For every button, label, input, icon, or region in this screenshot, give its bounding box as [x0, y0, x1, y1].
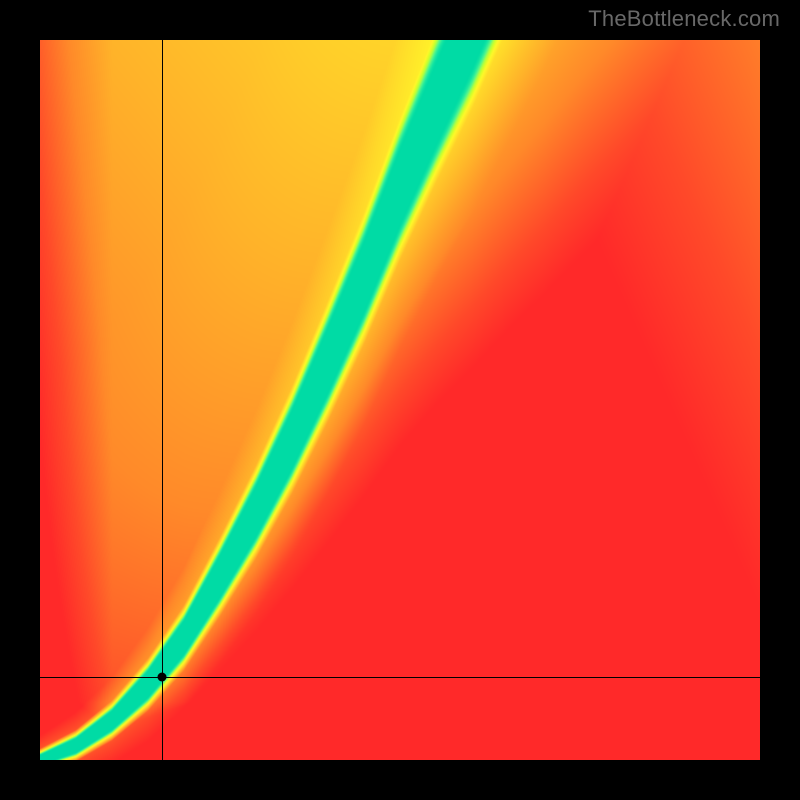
- crosshair-horizontal: [40, 677, 760, 678]
- heatmap-canvas: [40, 40, 760, 760]
- watermark-text: TheBottleneck.com: [588, 6, 780, 32]
- heatmap-plot: [40, 40, 760, 760]
- marker-dot: [158, 673, 167, 682]
- crosshair-vertical: [162, 40, 163, 760]
